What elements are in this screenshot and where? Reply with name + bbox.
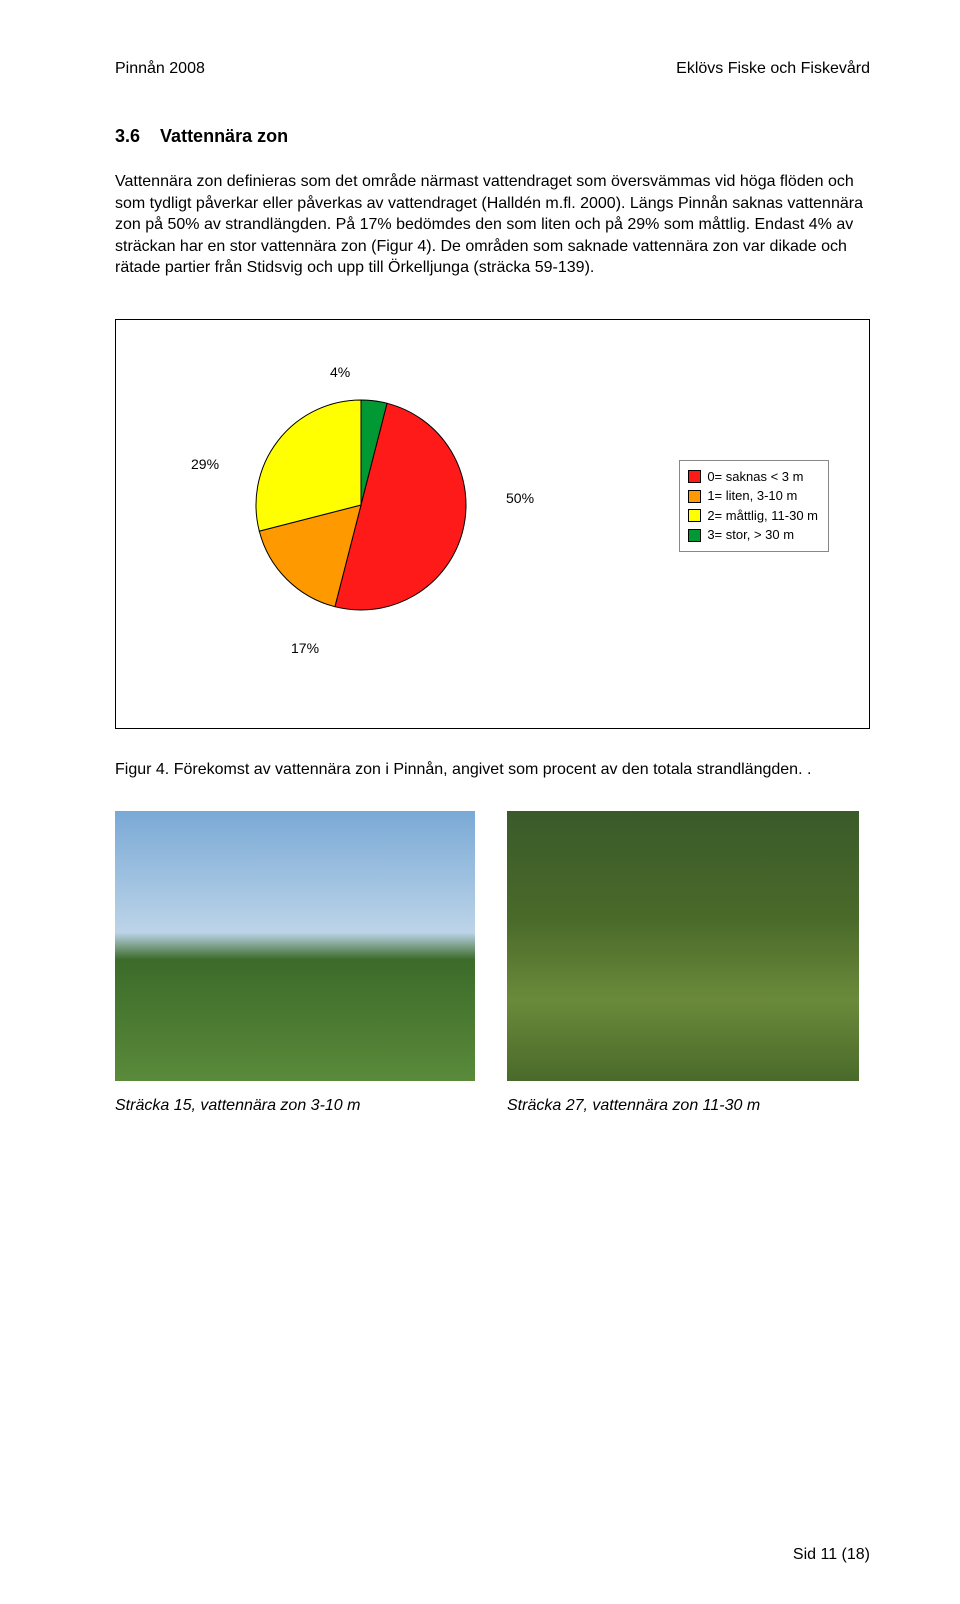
photo-left [115, 811, 475, 1081]
photo-row [115, 811, 870, 1081]
header-left: Pinnån 2008 [115, 60, 205, 78]
pie-chart [251, 395, 471, 615]
photo-left-caption: Sträcka 15, vattennära zon 3-10 m [115, 1097, 475, 1115]
legend-item-3: 3= stor, > 30 m [688, 525, 818, 545]
legend-item-0: 0= saknas < 3 m [688, 467, 818, 487]
photo-right-caption: Sträcka 27, vattennära zon 11-30 m [507, 1097, 859, 1115]
pie-label-50: 50% [506, 490, 534, 506]
legend-label-0: 0= saknas < 3 m [707, 467, 803, 487]
section-number: 3.6 [115, 126, 140, 146]
legend-swatch-0 [688, 470, 701, 483]
legend-label-3: 3= stor, > 30 m [707, 525, 794, 545]
legend-label-2: 2= måttlig, 11-30 m [707, 506, 818, 526]
legend-item-1: 1= liten, 3-10 m [688, 486, 818, 506]
chart-legend: 0= saknas < 3 m 1= liten, 3-10 m 2= mått… [679, 460, 829, 552]
body-paragraph: Vattennära zon definieras som det område… [115, 171, 870, 279]
pie-chart-figure: 4% 29% 50% 17% 0= saknas < 3 m 1= liten,… [115, 319, 870, 729]
legend-label-1: 1= liten, 3-10 m [707, 486, 797, 506]
legend-swatch-2 [688, 509, 701, 522]
header-right: Eklövs Fiske och Fiskevård [676, 60, 870, 78]
legend-item-2: 2= måttlig, 11-30 m [688, 506, 818, 526]
pie-label-17: 17% [291, 640, 319, 656]
page-number: Sid 11 (18) [793, 1546, 870, 1564]
pie-label-29: 29% [191, 456, 219, 472]
pie-label-4: 4% [330, 364, 350, 380]
legend-swatch-3 [688, 529, 701, 542]
section-title: Vattennära zon [160, 126, 288, 146]
section-heading: 3.6 Vattennära zon [115, 126, 870, 147]
legend-swatch-1 [688, 490, 701, 503]
photo-right [507, 811, 859, 1081]
figure-caption: Figur 4. Förekomst av vattennära zon i P… [115, 759, 870, 781]
